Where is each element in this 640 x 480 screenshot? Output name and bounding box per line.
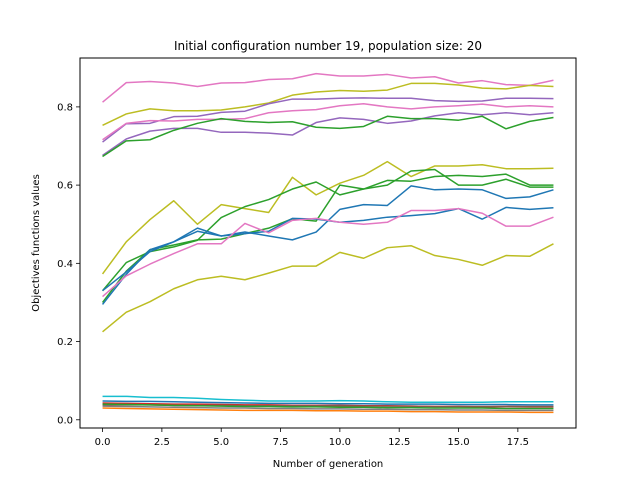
series-layer <box>101 72 554 414</box>
chart-title: Initial configuration number 19, populat… <box>174 39 482 53</box>
series-line-13 <box>102 243 554 333</box>
x-tick-label: 17.5 <box>507 437 529 448</box>
y-tick-label: 0.0 <box>57 415 73 426</box>
x-tick-label: 5.0 <box>213 437 229 448</box>
x-axis-ticks: 0.0 2.5 5.0 7.5 10.0 12.5 15.0 17.5 <box>95 428 529 448</box>
plot-area <box>79 57 577 429</box>
series-line-2 <box>102 82 554 126</box>
series-line-4 <box>102 103 554 141</box>
series-line-14 <box>102 395 554 403</box>
y-axis-label: Objectives functions values <box>31 174 42 312</box>
series-line-20 <box>102 407 554 414</box>
x-tick-label: 7.5 <box>273 437 289 448</box>
y-axis-ticks: 0.0 0.2 0.4 0.6 0.8 <box>57 102 80 426</box>
y-tick-label: 0.8 <box>57 102 73 113</box>
series-line-9 <box>101 168 554 303</box>
y-tick-label: 0.6 <box>57 181 73 192</box>
axes-frame <box>79 57 577 429</box>
x-tick-label: 2.5 <box>154 437 170 448</box>
x-tick-label: 0.0 <box>95 437 111 448</box>
series-line-1 <box>102 72 554 103</box>
x-tick-label: 12.5 <box>388 437 410 448</box>
x-axis-label: Number of generation <box>273 459 384 470</box>
series-line-5 <box>102 112 554 157</box>
series-line-6 <box>102 115 554 158</box>
y-tick-label: 0.4 <box>57 259 73 270</box>
series-line-19 <box>102 405 554 412</box>
series-line-18 <box>102 403 554 410</box>
series-line-3 <box>102 97 554 143</box>
y-tick-label: 0.2 <box>57 337 73 348</box>
x-tick-label: 10.0 <box>329 437 351 448</box>
series-line-8 <box>101 173 554 292</box>
series-line-12 <box>102 207 554 298</box>
series-line-15 <box>102 400 554 406</box>
x-tick-label: 15.0 <box>447 437 469 448</box>
